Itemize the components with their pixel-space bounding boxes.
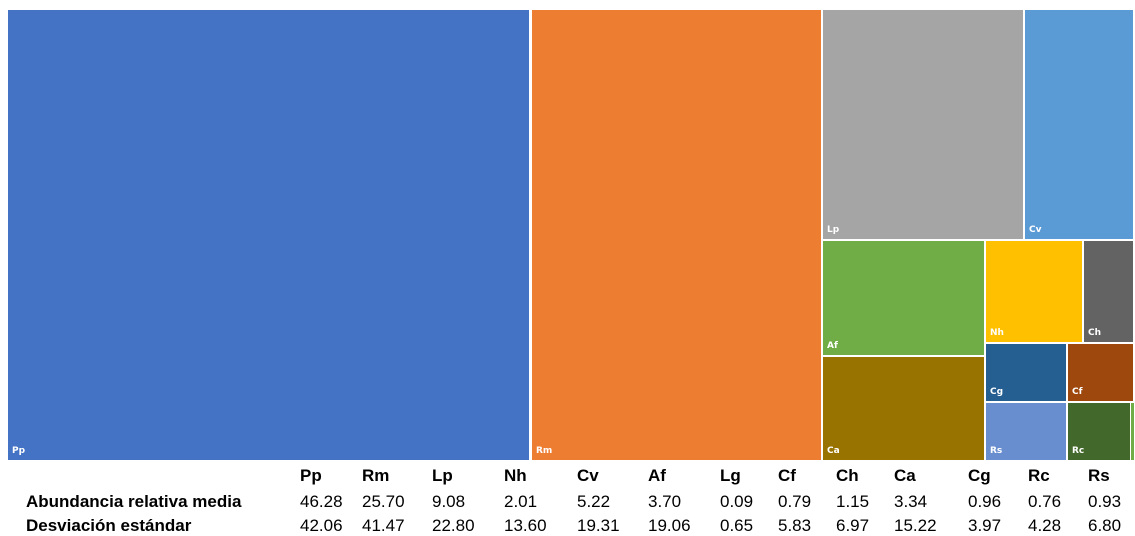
table-cell: 13.60 bbox=[504, 516, 547, 535]
table-cell: 3.97 bbox=[968, 516, 1002, 535]
treemap-label-cf: Cf bbox=[1072, 387, 1083, 397]
table-cell: 25.70 bbox=[362, 492, 405, 511]
table-cell: 0.76 bbox=[1028, 492, 1062, 511]
treemap-label-pp: Pp bbox=[12, 446, 26, 456]
row-label-desviacion: Desviación estándar bbox=[26, 516, 192, 535]
header-cell-cf: Cf bbox=[778, 466, 796, 485]
table-cell: 19.06 bbox=[648, 516, 691, 535]
table-cell: 2.01 bbox=[504, 492, 538, 511]
treemap-label-lp: Lp bbox=[827, 225, 840, 235]
header-cell-lg: Lg bbox=[720, 466, 741, 485]
treemap-label-nh: Nh bbox=[990, 328, 1004, 338]
header-cell-ca: Ca bbox=[894, 466, 916, 485]
treemap-tile-cg bbox=[986, 344, 1066, 401]
row-label-abundancia: Abundancia relativa media bbox=[26, 492, 242, 511]
table-cell: 1.15 bbox=[836, 492, 870, 511]
treemap-label-rc: Rc bbox=[1072, 446, 1084, 456]
treemap-tile-lg bbox=[1131, 403, 1134, 460]
table-cell: 3.70 bbox=[648, 492, 682, 511]
table-cell: 0.09 bbox=[720, 492, 754, 511]
treemap-tile-rs bbox=[986, 403, 1066, 460]
treemap-tile-cf bbox=[1068, 344, 1133, 401]
table-cell: 5.22 bbox=[577, 492, 611, 511]
header-cell-pp: Pp bbox=[300, 466, 322, 485]
treemap-label-rs: Rs bbox=[990, 446, 1002, 456]
table-cell: 6.80 bbox=[1088, 516, 1122, 535]
table-cell: 0.79 bbox=[778, 492, 812, 511]
table-cell: 0.96 bbox=[968, 492, 1002, 511]
header-cell-ch: Ch bbox=[836, 466, 859, 485]
table-cell: 0.65 bbox=[720, 516, 754, 535]
header-cell-rc: Rc bbox=[1028, 466, 1050, 485]
table-cell: 5.83 bbox=[778, 516, 812, 535]
table-cell: 9.08 bbox=[432, 492, 466, 511]
table-cell: 3.34 bbox=[894, 492, 928, 511]
table-cell: 15.22 bbox=[894, 516, 937, 535]
treemap-tile-pp bbox=[8, 10, 529, 460]
treemap-label-af: Af bbox=[827, 341, 838, 351]
header-cell-cg: Cg bbox=[968, 466, 991, 485]
treemap-tile-af bbox=[823, 241, 984, 355]
treemap-tile-lp bbox=[823, 10, 1023, 239]
table-cell: 41.47 bbox=[362, 516, 405, 535]
treemap-label-cv: Cv bbox=[1029, 225, 1042, 235]
treemap-label-cg: Cg bbox=[990, 387, 1003, 397]
table-cell: 19.31 bbox=[577, 516, 620, 535]
header-cell-nh: Nh bbox=[504, 466, 527, 485]
treemap-label-ch: Ch bbox=[1088, 328, 1101, 338]
treemap-tile-rm bbox=[532, 10, 821, 460]
treemap-tile-rc bbox=[1068, 403, 1130, 460]
treemap-tile-ca bbox=[823, 357, 984, 460]
header-cell-rs: Rs bbox=[1088, 466, 1110, 485]
treemap-chart: Pp Rm Lp Cv Af Ca Nh Ch Cg Cf Rs Rc bbox=[8, 10, 1134, 460]
treemap-tile-cv bbox=[1025, 10, 1133, 239]
header-cell-rm: Rm bbox=[362, 466, 390, 485]
table-cell: 46.28 bbox=[300, 492, 343, 511]
table-cell: 0.93 bbox=[1088, 492, 1122, 511]
header-cell-af: Af bbox=[648, 466, 666, 485]
treemap-tile-nh bbox=[986, 241, 1082, 342]
treemap-tile-ch bbox=[1084, 241, 1133, 342]
treemap-label-rm: Rm bbox=[536, 446, 552, 456]
header-cell-cv: Cv bbox=[577, 466, 599, 485]
table-cell: 6.97 bbox=[836, 516, 870, 535]
header-cell-lp: Lp bbox=[432, 466, 453, 485]
table-cell: 22.80 bbox=[432, 516, 475, 535]
treemap-label-ca: Ca bbox=[827, 446, 840, 456]
statistics-table: Pp Rm Lp Nh Cv Af Lg Cf Ch Ca Cg Rc Rs A… bbox=[0, 460, 1135, 535]
table-cell: 4.28 bbox=[1028, 516, 1062, 535]
table-cell: 42.06 bbox=[300, 516, 343, 535]
